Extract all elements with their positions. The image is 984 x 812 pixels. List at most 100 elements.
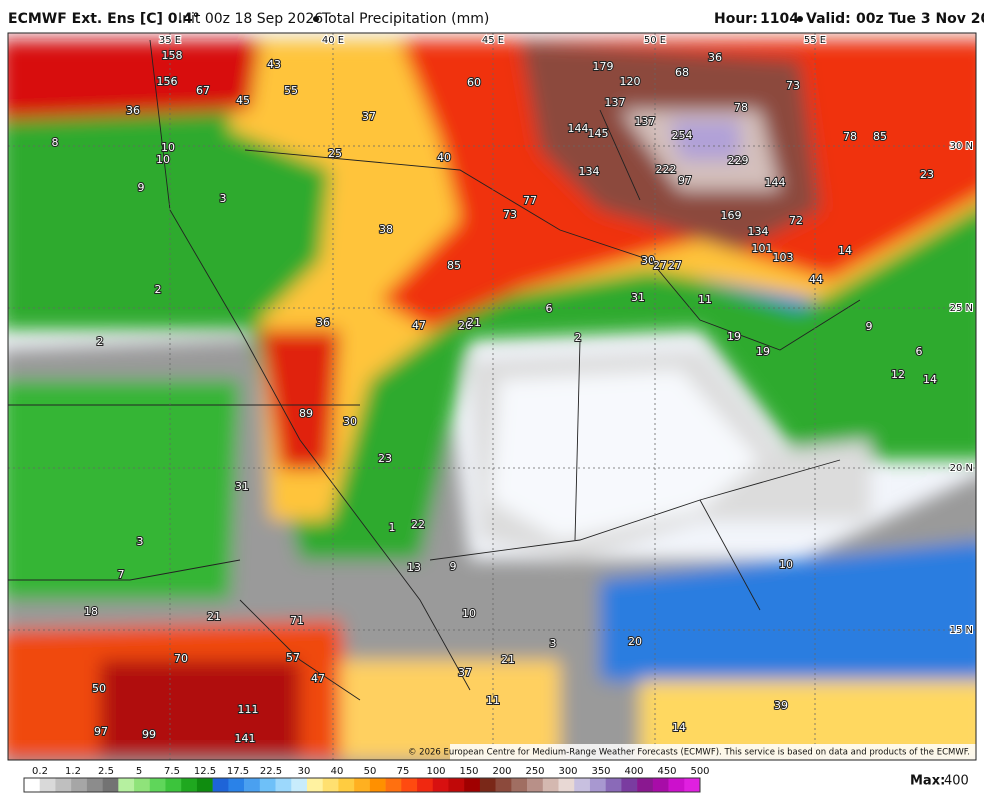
lon-label: 40 E xyxy=(322,35,344,46)
precip-value: 11 xyxy=(698,293,712,306)
precip-value: 73 xyxy=(503,208,517,221)
colorbar-swatch xyxy=(668,778,685,792)
colorbar-swatch xyxy=(259,778,276,792)
colorbar-swatch xyxy=(244,778,261,792)
colorbar-swatch xyxy=(637,778,654,792)
colorbar-swatch xyxy=(275,778,292,792)
precip-value: 120 xyxy=(620,75,641,88)
colorbar-swatch xyxy=(55,778,72,792)
colorbar-swatch xyxy=(432,778,449,792)
precip-value: 22 xyxy=(411,518,425,531)
colorbar-swatch xyxy=(354,778,371,792)
precip-value: 39 xyxy=(774,699,788,712)
precip-value: 101 xyxy=(752,242,773,255)
hour-label: Hour: xyxy=(714,11,758,27)
precip-value: 2 xyxy=(575,331,582,344)
precip-value: 10 xyxy=(779,558,793,571)
precip-value: 134 xyxy=(748,225,769,238)
credit: © 2026 European Centre for Medium-Range … xyxy=(408,748,970,758)
colorbar-tick-label: 400 xyxy=(624,766,643,777)
valid-time: 00z Tue 3 Nov 2026 xyxy=(856,11,984,27)
colorbar-tick-label: 0.2 xyxy=(32,766,48,777)
colorbar-tick-label: 150 xyxy=(459,766,478,777)
colorbar-tick-label: 450 xyxy=(657,766,676,777)
colorbar-tick-label: 1.2 xyxy=(65,766,81,777)
precip-value: 156 xyxy=(157,75,178,88)
colorbar-swatch xyxy=(149,778,166,792)
precip-value: 31 xyxy=(235,480,249,493)
colorbar-swatch xyxy=(196,778,213,792)
colorbar-swatch xyxy=(212,778,229,792)
colorbar-swatch xyxy=(589,778,606,792)
precip-value: 77 xyxy=(523,194,537,207)
colorbar-swatch xyxy=(118,778,135,792)
precip-value: 103 xyxy=(773,251,794,264)
precip-value: 254 xyxy=(672,129,693,142)
lon-label: 45 E xyxy=(482,35,504,46)
colorbar-tick-label: 5 xyxy=(136,766,142,777)
precip-value: 10 xyxy=(462,607,476,620)
colorbar-tick-label: 500 xyxy=(690,766,709,777)
colorbar-swatch xyxy=(401,778,418,792)
precip-value: 3 xyxy=(220,192,227,205)
precip-value: 179 xyxy=(593,60,614,73)
colorbar-tick-label: 100 xyxy=(426,766,445,777)
lat-label: 30 N xyxy=(950,141,973,152)
precip-value: 19 xyxy=(756,345,770,358)
colorbar-swatch xyxy=(652,778,669,792)
colorbar-tick-label: 350 xyxy=(591,766,610,777)
colorbar-swatch xyxy=(71,778,88,792)
separator xyxy=(313,16,319,22)
precip-value: 2 xyxy=(97,335,104,348)
precip-value: 70 xyxy=(174,652,188,665)
precip-value: 19 xyxy=(727,330,741,343)
separator xyxy=(797,16,803,22)
precip-value: 37 xyxy=(362,110,376,123)
precip-value: 10 xyxy=(156,153,170,166)
precip-value: 3 xyxy=(550,637,557,650)
precip-value: 11 xyxy=(486,694,500,707)
precip-value: 111 xyxy=(238,703,259,716)
colorbar-tick-label: 300 xyxy=(558,766,577,777)
precip-value: 99 xyxy=(142,728,156,741)
precip-value: 134 xyxy=(579,165,600,178)
precip-value: 26 xyxy=(458,319,472,332)
colorbar-swatch xyxy=(165,778,182,792)
map-labels: 35 E 40 E 45 E 50 E 55 E 30 N 25 N 20 N 15 N 158 1… xyxy=(51,34,975,746)
precip-value: 145 xyxy=(588,127,609,140)
lat-label: 15 N xyxy=(950,625,973,636)
colorbar-tick-label: 2.5 xyxy=(98,766,114,777)
precip-value: 222 xyxy=(656,163,677,176)
precip-value: 144 xyxy=(765,176,786,189)
colorbar-swatch xyxy=(291,778,308,792)
colorbar-swatch xyxy=(181,778,198,792)
precip-value: 14 xyxy=(838,244,852,257)
colorbar-swatch xyxy=(322,778,339,792)
precip-value: 14 xyxy=(672,721,686,734)
colorbar-swatch xyxy=(228,778,245,792)
credit-background xyxy=(450,744,976,760)
colorbar-tick-label: 30 xyxy=(298,766,311,777)
precip-value: 72 xyxy=(789,214,803,227)
max-label: Max: xyxy=(910,774,945,789)
colorbar-swatch xyxy=(542,778,559,792)
borders xyxy=(8,39,861,701)
precip-value: 144 xyxy=(568,122,589,135)
hour: 1104 xyxy=(760,11,799,27)
precip-value: 20 xyxy=(628,635,642,648)
colorbar-swatch xyxy=(134,778,151,792)
precip-value: 38 xyxy=(379,223,393,236)
colorbar-tick-label: 200 xyxy=(492,766,511,777)
colorbar-tick-label: 75 xyxy=(397,766,410,777)
colorbar: 0.2 1.2 2.5 5 7.5 12.5 17.5 22.5 30 40 50 75 100 150 2… xyxy=(23,766,710,793)
precip-value: 68 xyxy=(675,66,689,79)
lat-label: 25 N xyxy=(950,303,973,314)
precip-value: 23 xyxy=(378,452,392,465)
precip-value: 14 xyxy=(923,373,937,386)
precip-value: 97 xyxy=(94,725,108,738)
precip-value: 47 xyxy=(311,672,325,685)
map-frame xyxy=(7,32,977,761)
precip-value: 36 xyxy=(316,316,330,329)
precip-value: 78 xyxy=(843,130,857,143)
precip-value: 9 xyxy=(450,560,457,573)
